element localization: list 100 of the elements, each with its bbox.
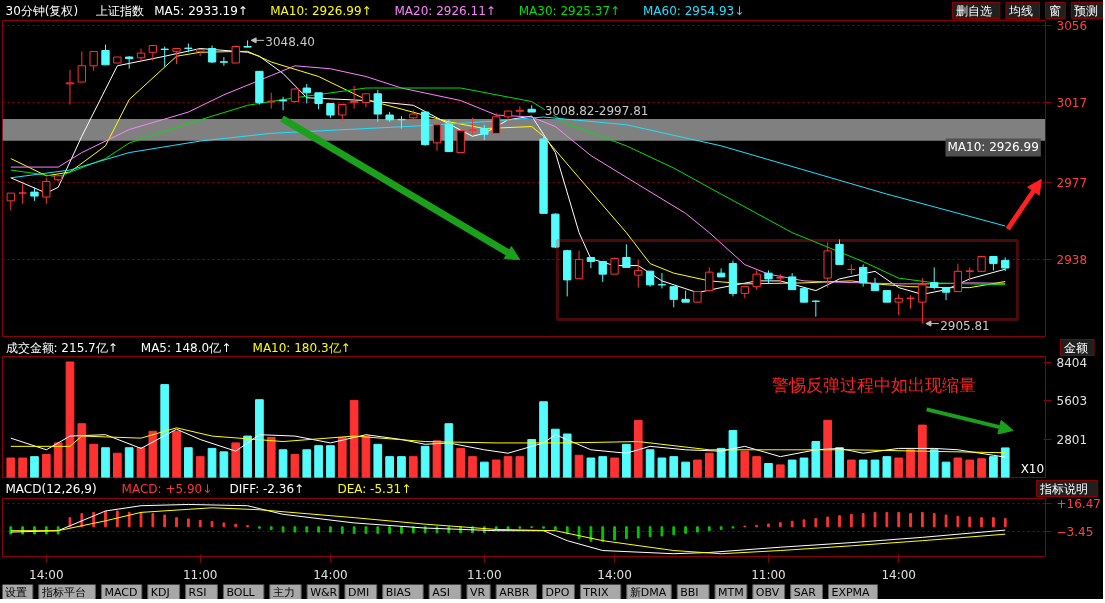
candlestick [278, 96, 288, 111]
candlestick [859, 263, 868, 288]
bar [278, 449, 288, 478]
y-tick-label: 2938 [1056, 253, 1088, 268]
bar [101, 447, 110, 478]
y-tick-label: +16.47 [1056, 497, 1101, 512]
text: 主力 [272, 585, 295, 599]
candlestick [634, 259, 643, 289]
candlestick [669, 286, 678, 308]
bar [693, 459, 702, 478]
bar [231, 442, 241, 478]
candlestick [42, 177, 51, 205]
candlestick [752, 269, 761, 291]
bar [207, 447, 217, 478]
bar [740, 450, 750, 478]
candlestick [65, 69, 75, 106]
y-tick-label: 3017 [1056, 96, 1088, 111]
bar [361, 435, 371, 478]
candlestick [811, 299, 820, 318]
bar [6, 457, 16, 478]
bar [835, 447, 844, 478]
bar [906, 449, 915, 478]
candlestick [160, 46, 169, 68]
bar [385, 456, 394, 478]
candlestick [657, 272, 667, 289]
bar [989, 456, 998, 478]
bar [184, 447, 193, 478]
text: 预测 [1074, 3, 1099, 18]
bar [112, 452, 122, 478]
chart-title: 成交金额: 215.7亿↑ [5, 340, 118, 355]
bar [326, 445, 335, 478]
candlestick [574, 250, 584, 280]
bar [574, 454, 584, 478]
text: VR [469, 585, 486, 599]
bar [965, 459, 975, 478]
bar [610, 457, 619, 478]
text: DPO [545, 585, 570, 599]
bar [468, 456, 477, 478]
text: MA30: 2925.37↑ [518, 3, 621, 18]
candlestick [302, 83, 311, 105]
bar [681, 461, 690, 478]
bar [77, 423, 87, 478]
text: TRIX [582, 585, 609, 599]
x-tick-label: 14:00 [313, 567, 348, 582]
bar [456, 447, 466, 478]
bar [136, 447, 146, 478]
candlestick [586, 256, 596, 269]
bar [302, 449, 312, 478]
band-label: 3008.82-2997.81 [544, 103, 649, 118]
x-tick-label: 11:00 [751, 567, 786, 582]
bar [858, 459, 868, 478]
chart-title: 30分钟(复权) [5, 3, 79, 18]
bar [408, 456, 418, 478]
bar [124, 447, 134, 478]
bar [539, 401, 548, 478]
candlestick [835, 238, 844, 265]
bar [432, 440, 442, 478]
candlestick [705, 266, 714, 292]
candlestick [894, 293, 903, 316]
x-tick-label: 11:00 [182, 567, 218, 582]
bar [657, 457, 667, 478]
candlestick [930, 266, 939, 290]
bar [622, 443, 631, 478]
bar [918, 424, 927, 478]
x-tick-label: 11:00 [467, 567, 502, 582]
bar [373, 443, 383, 478]
bar [929, 449, 939, 478]
candlestick [953, 263, 963, 293]
bar [290, 453, 300, 478]
bar [397, 456, 406, 478]
text: MA5: 2933.19↑ [154, 3, 248, 18]
text: MTM [718, 585, 744, 599]
candlestick [432, 124, 442, 152]
candlestick [906, 294, 915, 310]
text: 均线 [1007, 3, 1033, 18]
text: MA20: 2926.11↑ [394, 3, 496, 18]
annotation: 3048.40 [265, 35, 315, 50]
candlestick [598, 260, 607, 283]
bar [41, 453, 51, 478]
bar [479, 461, 489, 478]
y-tick-label: 5603 [1056, 394, 1088, 409]
text: KDJ [150, 585, 170, 599]
text: MA5: 148.0亿↑ [140, 340, 232, 355]
bar [941, 461, 951, 478]
x-tick-label: 14:00 [881, 567, 916, 582]
bar [586, 457, 596, 478]
bar [704, 452, 714, 478]
bar [219, 451, 229, 478]
text: 新DMA [629, 585, 667, 599]
bar [787, 459, 797, 478]
chart-title: MACD(12,26,9) [5, 481, 97, 496]
bar [172, 430, 181, 478]
text: 设置 [4, 585, 27, 599]
bar [491, 459, 501, 478]
x-tick-label: 14:00 [29, 567, 64, 582]
bar [255, 399, 264, 478]
y-tick-label: 8404 [1056, 355, 1088, 370]
bar [870, 459, 880, 478]
annotation: 2905.81 [940, 318, 990, 333]
y-tick-label: 2977 [1056, 175, 1088, 190]
